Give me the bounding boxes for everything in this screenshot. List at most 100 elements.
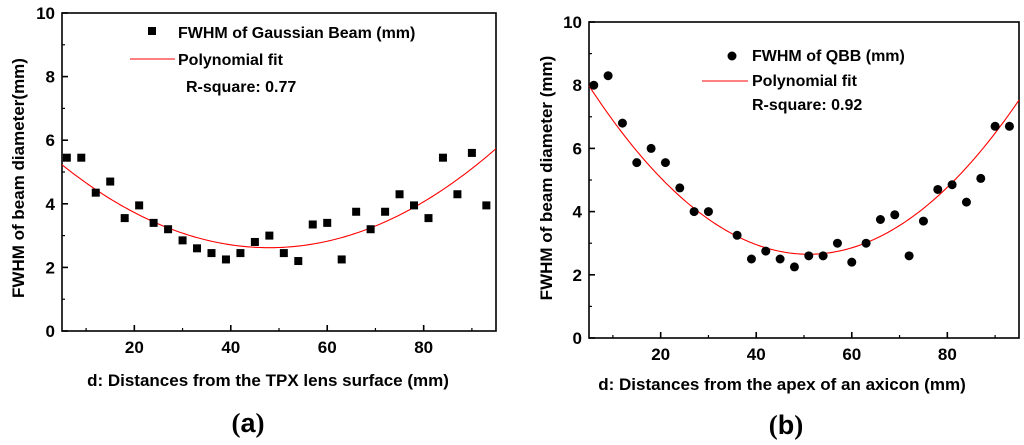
chart-b-points	[589, 71, 1014, 272]
chart-b-data-point	[976, 173, 986, 183]
chart-b-xtick-label: 80	[938, 345, 957, 364]
chart-a-data-point	[236, 249, 245, 258]
chart-b-data-point	[761, 246, 771, 256]
chart-a-xtick-label: 20	[125, 338, 144, 357]
chart-b-data-point	[818, 251, 828, 261]
chart-b-data-point	[746, 254, 756, 264]
chart-a-legend: FWHM of Gaussian Beam (mm) Polynomial fi…	[130, 25, 415, 96]
legend-b-marker	[727, 51, 737, 61]
chart-b-xtick-label: 40	[747, 345, 766, 364]
chart-a-xtick-label: 40	[221, 338, 240, 357]
chart-a-data-point	[62, 153, 71, 162]
chart-b-caption: (b)	[769, 410, 804, 440]
chart-a-ytick-label: 8	[46, 68, 55, 87]
chart-a-data-point	[366, 225, 375, 234]
chart-b-data-point	[675, 183, 685, 193]
chart-b-data-point	[603, 71, 613, 81]
chart-a-data-point	[91, 188, 100, 197]
chart-b-data-point	[847, 257, 857, 267]
chart-a-data-point	[135, 201, 144, 210]
chart-a-data-point	[308, 220, 317, 229]
chart-a-data-point	[207, 249, 216, 258]
chart-a-caption: (a)	[231, 408, 264, 438]
chart-b-annotation: R-square: 0.92	[752, 97, 862, 114]
chart-panel-a: 0 2 4 6 8 10 20 40 60 80 FWHM of Gaussian Beam (m…	[9, 4, 497, 438]
chart-a-data-point	[467, 148, 476, 157]
chart-b-xtick-label: 20	[651, 345, 670, 364]
chart-b-fit-curve	[588, 85, 1020, 255]
chart-b-data-point	[632, 158, 642, 168]
chart-b-ytick-label: 0	[573, 329, 582, 348]
chart-a-data-point	[381, 207, 390, 216]
chart-b-data-point	[832, 238, 842, 248]
chart-panel-b: 0 2 4 6 8 10 20 40 60 80 FWHM of QBB (mm) Polynom…	[512, 0, 1024, 445]
chart-a-data-point	[279, 249, 288, 258]
chart-b-caption-open: (	[769, 410, 778, 440]
chart-b-data-point	[589, 80, 599, 90]
legend-b-fit-label: Polynomial fit	[752, 73, 858, 90]
chart-a-data-point	[482, 201, 491, 210]
chart-a-ylabel: FWHM of beam diameter(mm)	[9, 58, 28, 298]
chart-b-data-point	[918, 216, 928, 226]
chart-b-caption-close: )	[794, 410, 803, 440]
chart-b-xtick-label: 60	[842, 345, 861, 364]
chart-b-data-point	[660, 158, 670, 168]
chart-b-data-point	[775, 254, 785, 264]
chart-a-data-point	[221, 255, 230, 264]
chart-b-data-point	[1004, 121, 1014, 131]
chart-b-data-point	[961, 197, 971, 207]
chart-b-data-point	[804, 251, 814, 261]
chart-a-points	[62, 148, 491, 266]
chart-a-svg: 0 2 4 6 8 10 20 40 60 80 FWHM of Gaussian Beam (m…	[9, 4, 497, 438]
chart-b-ytick-label: 8	[573, 76, 582, 95]
chart-b-data-point	[646, 143, 656, 153]
chart-b-ticks: 0 2 4 6 8 10 20 40 60 80	[563, 13, 996, 364]
chart-a-data-point	[410, 201, 419, 210]
chart-a-data-point	[178, 236, 187, 245]
chart-a-xlabel: d: Distances from the TPX lens surface (…	[87, 371, 449, 390]
chart-a-caption-close: )	[256, 408, 265, 438]
chart-a-caption-letter: a	[240, 408, 256, 438]
chart-b-data-point	[990, 121, 1000, 131]
chart-a-data-point	[323, 218, 332, 227]
chart-b-data-point	[947, 180, 957, 190]
chart-a-fit-curve	[61, 148, 497, 249]
chart-a-ytick-label: 4	[46, 195, 56, 214]
chart-b-fit-layer	[588, 85, 1020, 255]
chart-b-data-point	[904, 251, 914, 261]
chart-a-data-point	[164, 225, 173, 234]
chart-a-data-point	[193, 244, 202, 253]
chart-a-xtick-label: 80	[414, 338, 433, 357]
chart-b-legend: FWHM of QBB (mm) Polynomial fit R-square…	[702, 48, 905, 114]
chart-a-data-point	[337, 255, 346, 264]
legend-a-fit-label: Polynomial fit	[178, 52, 284, 69]
chart-a-data-point	[77, 153, 86, 162]
chart-b-caption-letter: b	[778, 410, 795, 440]
chart-b-data-point	[933, 184, 943, 194]
chart-b-ytick-label: 2	[573, 266, 582, 285]
chart-a-xtick-label: 60	[318, 338, 337, 357]
chart-b-data-point	[689, 207, 699, 217]
chart-a-annotation: R-square: 0.77	[186, 79, 296, 96]
chart-b-ytick-label: 10	[563, 13, 582, 32]
chart-b-xlabel: d: Distances from the apex of an axicon …	[598, 375, 965, 394]
chart-b-data-point	[617, 118, 627, 128]
chart-a-data-point	[438, 153, 447, 162]
chart-a-data-point	[265, 231, 274, 240]
legend-b-series-label: FWHM of QBB (mm)	[752, 48, 905, 65]
chart-a-data-point	[106, 177, 115, 186]
chart-a-data-point	[250, 237, 259, 246]
chart-a-data-point	[149, 218, 158, 227]
chart-b-ytick-label: 4	[573, 203, 583, 222]
chart-a-ytick-label: 10	[36, 4, 55, 23]
chart-a-data-point	[453, 190, 462, 199]
chart-a-data-point	[424, 214, 433, 223]
chart-b-data-point	[861, 238, 871, 248]
chart-a-data-point	[294, 257, 303, 266]
chart-a-ytick-label: 2	[46, 258, 55, 277]
chart-a-ticks: 0 2 4 6 8 10 20 40 60 80	[36, 4, 473, 357]
legend-a-series-label: FWHM of Gaussian Beam (mm)	[178, 25, 415, 42]
chart-a-fit-layer	[61, 148, 497, 249]
chart-b-data-point	[732, 230, 742, 240]
chart-b-data-point	[875, 215, 885, 224]
